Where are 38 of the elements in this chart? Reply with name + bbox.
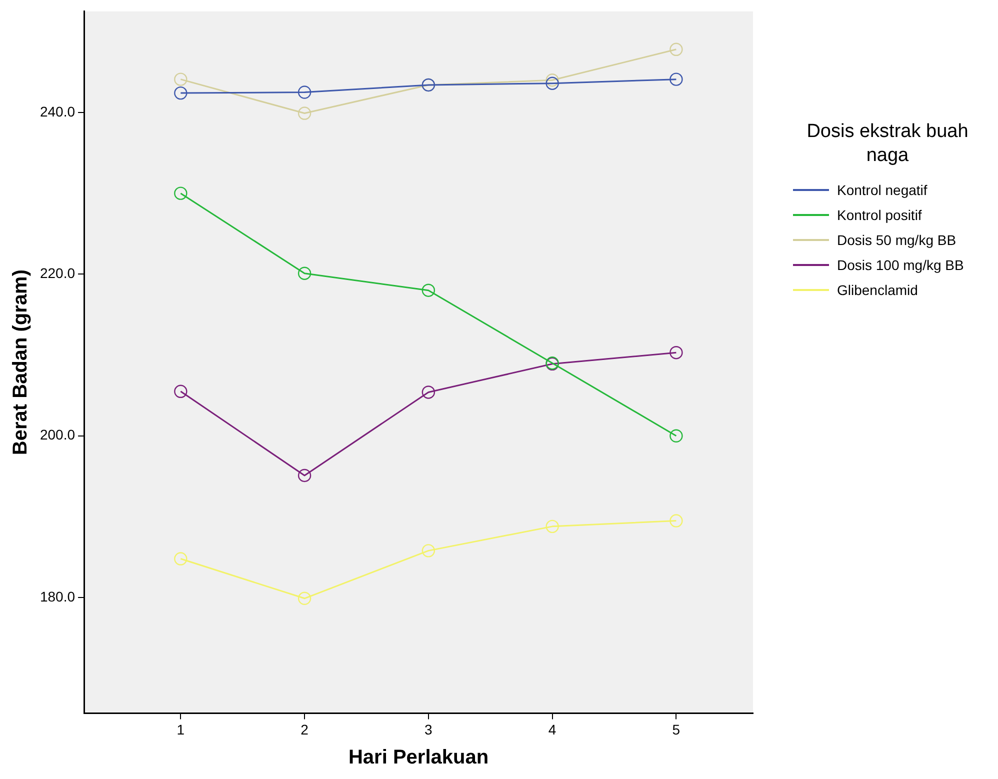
y-tick-label: 180.0 [40,588,76,604]
point [546,74,559,87]
x-axis-title: Hari Perlakuan [348,746,489,769]
point [546,76,559,90]
point [298,468,312,482]
point [298,106,312,120]
y-axis-title: Berat Badan (gram) [10,269,32,456]
y-tick-label: 220.0 [40,265,76,282]
point [670,514,683,528]
x-tick-label: 5 [672,721,680,738]
point [298,592,312,605]
x-tick-label: 1 [176,721,185,738]
point [670,346,683,360]
point [174,552,188,566]
point [174,72,188,86]
legend-label: Kontrol positif [837,207,922,223]
x-tick-label: 3 [424,721,433,738]
point [670,429,683,442]
legend-label: Dosis 50 mg/kg BB [837,232,956,248]
point [670,72,683,86]
point [174,384,188,398]
y-tick-label: 240.0 [40,103,76,120]
legend-title: Dosis ekstrak buah naga [806,120,970,168]
point [422,284,436,297]
point [422,386,436,399]
legend-label: Kontrol negatif [837,182,928,198]
legend-label: Dosis 100 mg/kg BB [837,257,964,273]
x-tick-label: 4 [548,721,556,738]
point [670,42,683,56]
point [422,544,436,558]
point [298,86,312,99]
legend-label: Glibenclamid [837,282,918,298]
y-tick-label: 200.0 [40,426,76,443]
point [174,86,188,100]
point [298,266,312,280]
x-tick-label: 2 [300,721,309,738]
point [174,186,188,200]
point [546,520,559,534]
